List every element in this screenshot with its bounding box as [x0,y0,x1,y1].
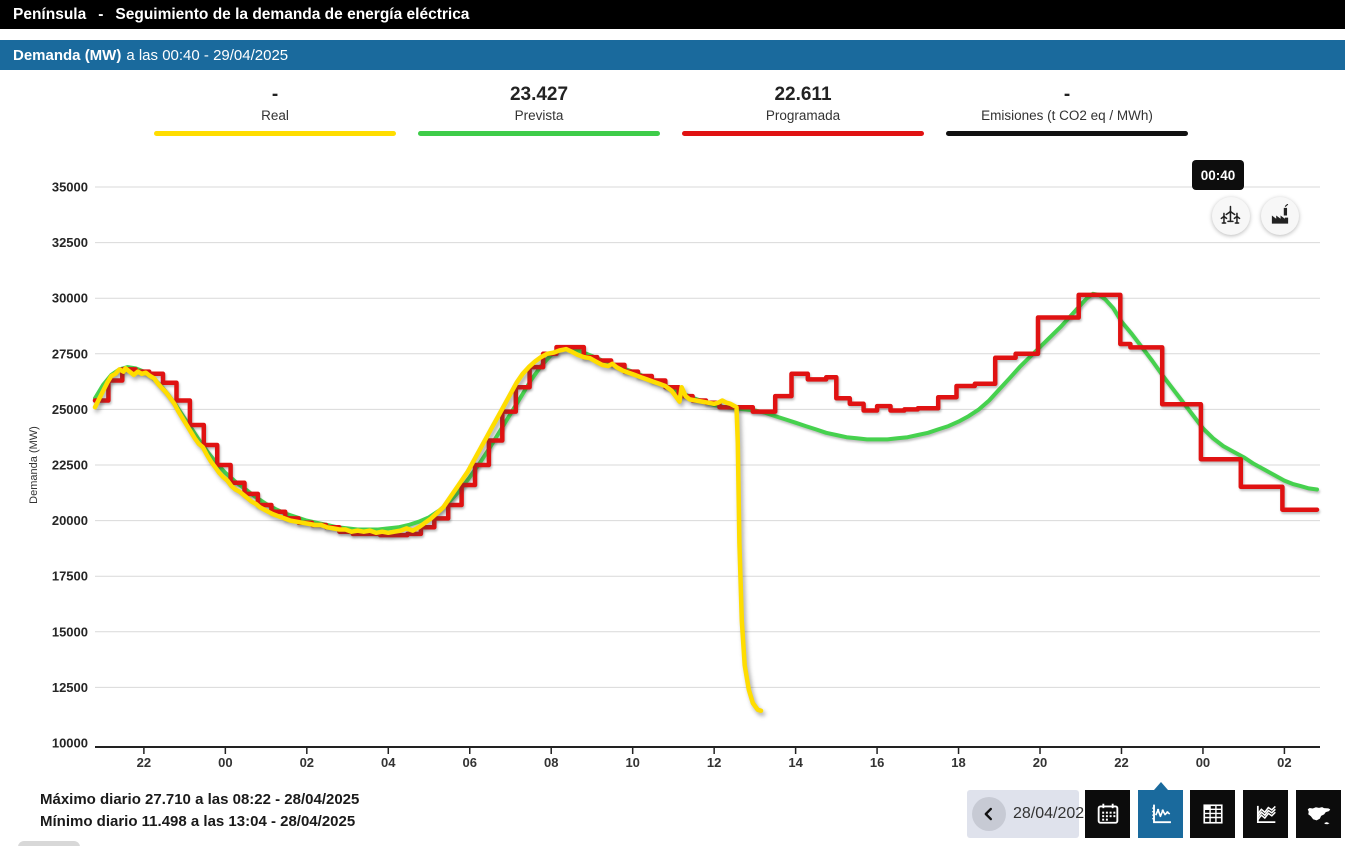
emissions-factory-button[interactable] [1261,197,1299,235]
series-real-line [92,346,764,714]
legend-color-bar-emisiones [946,131,1188,136]
x-tick-label: 20 [1033,755,1047,770]
x-tick-label: 22 [1114,755,1128,770]
wind-generation-button[interactable] [1212,197,1250,235]
line-chart-icon [1151,804,1171,824]
x-tick-label: 16 [870,755,884,770]
stacked-chart-view-button[interactable] [1243,790,1288,838]
hidden-control-peek [18,841,80,846]
legend-item-real[interactable]: - Real [154,84,396,136]
legend-value-emisiones: - [1063,84,1071,105]
y-tick-label: 20000 [52,513,88,528]
y-tick-label: 25000 [52,402,88,417]
legend-item-emisiones[interactable]: - Emisiones (t CO2 eq / MWh) [946,84,1188,136]
date-navigator: 28/04/2025 [967,790,1093,838]
x-tick-label: 06 [463,755,477,770]
legend-label-emisiones: Emisiones (t CO2 eq / MWh) [981,108,1153,123]
legend-color-bar-real [154,131,396,136]
calendar-button[interactable] [1085,790,1130,838]
y-axis-title: Demanda (MW) [28,426,40,504]
legend-color-bar-prevista [418,131,660,136]
y-tick-label: 27500 [52,346,88,361]
legend-label-prevista: Prevista [514,108,564,123]
title-separator: - [98,5,104,23]
x-tick-label: 12 [707,755,721,770]
legend-color-bar-programada [682,131,924,136]
legend-label-programada: Programada [765,108,841,123]
legend-value-programada: 22.611 [774,84,832,105]
y-tick-label: 22500 [52,458,88,473]
table-view-button[interactable] [1190,790,1235,838]
subheader-bar: Demanda (MW) a las 00:40 - 29/04/2025 [0,40,1345,70]
x-tick-label: 00 [218,755,232,770]
y-tick-label: 35000 [52,180,88,195]
chevron-left-icon [984,807,993,821]
region-name: Península [13,5,87,23]
legend: - Real 23.427 Prevista 22.611 Programada… [154,84,1188,136]
daily-min-text: Mínimo diario 11.498 a las 13:04 - 28/04… [40,812,356,830]
y-tick-label: 30000 [52,291,88,306]
subheader-timestamp: a las 00:40 - 29/04/2025 [126,46,289,64]
calendar-icon [1097,803,1118,824]
legend-value-real: - [271,84,279,105]
page-title: Seguimiento de la demanda de energía elé… [115,5,470,23]
y-tick-label: 12500 [52,680,88,695]
wind-turbine-icon [1220,205,1241,224]
legend-value-prevista: 23.427 [509,84,569,105]
selected-date-label: 28/04/2025 [1013,805,1094,822]
x-tick-label: 14 [788,755,803,770]
title-bar: Península - Seguimiento de la demanda de… [0,0,1345,29]
previous-day-button[interactable] [972,797,1006,831]
factory-icon [1271,203,1289,224]
daily-max-text: Máximo diario 27.710 a las 08:22 - 28/04… [40,791,360,808]
x-tick-label: 02 [1277,755,1291,770]
legend-label-real: Real [261,108,289,123]
x-tick-label: 00 [1196,755,1210,770]
legend-item-programada[interactable]: 22.611 Programada [682,84,924,136]
series-programada-line [92,292,1320,538]
line-chart-view-button[interactable] [1138,782,1183,838]
demand-chart[interactable]: 10000 12500 15000 17500 20000 22500 25000 27500… [0,140,1345,795]
current-time-tooltip: 00:40 [1192,160,1244,190]
stacked-area-icon [1256,805,1276,824]
legend-item-prevista[interactable]: 23.427 Prevista [418,84,660,136]
x-tick-label: 10 [625,755,639,770]
x-tick-label: 18 [951,755,965,770]
y-tick-label: 32500 [52,235,88,250]
y-tick-label: 10000 [52,736,88,751]
map-view-button[interactable] [1296,790,1341,838]
daily-stats: Máximo diario 27.710 a las 08:22 - 28/04… [40,789,359,832]
y-tick-label: 15000 [52,624,88,639]
spain-map-icon [1307,807,1330,825]
series-prevista-line [93,291,1319,532]
x-tick-label: 22 [137,755,151,770]
x-tick-label: 08 [544,755,558,770]
x-tick-label: 04 [381,755,396,770]
x-tick-label: 02 [300,755,314,770]
table-icon [1202,804,1223,824]
y-tick-label: 17500 [52,569,88,584]
subheader-measure: Demanda (MW) [13,46,122,64]
